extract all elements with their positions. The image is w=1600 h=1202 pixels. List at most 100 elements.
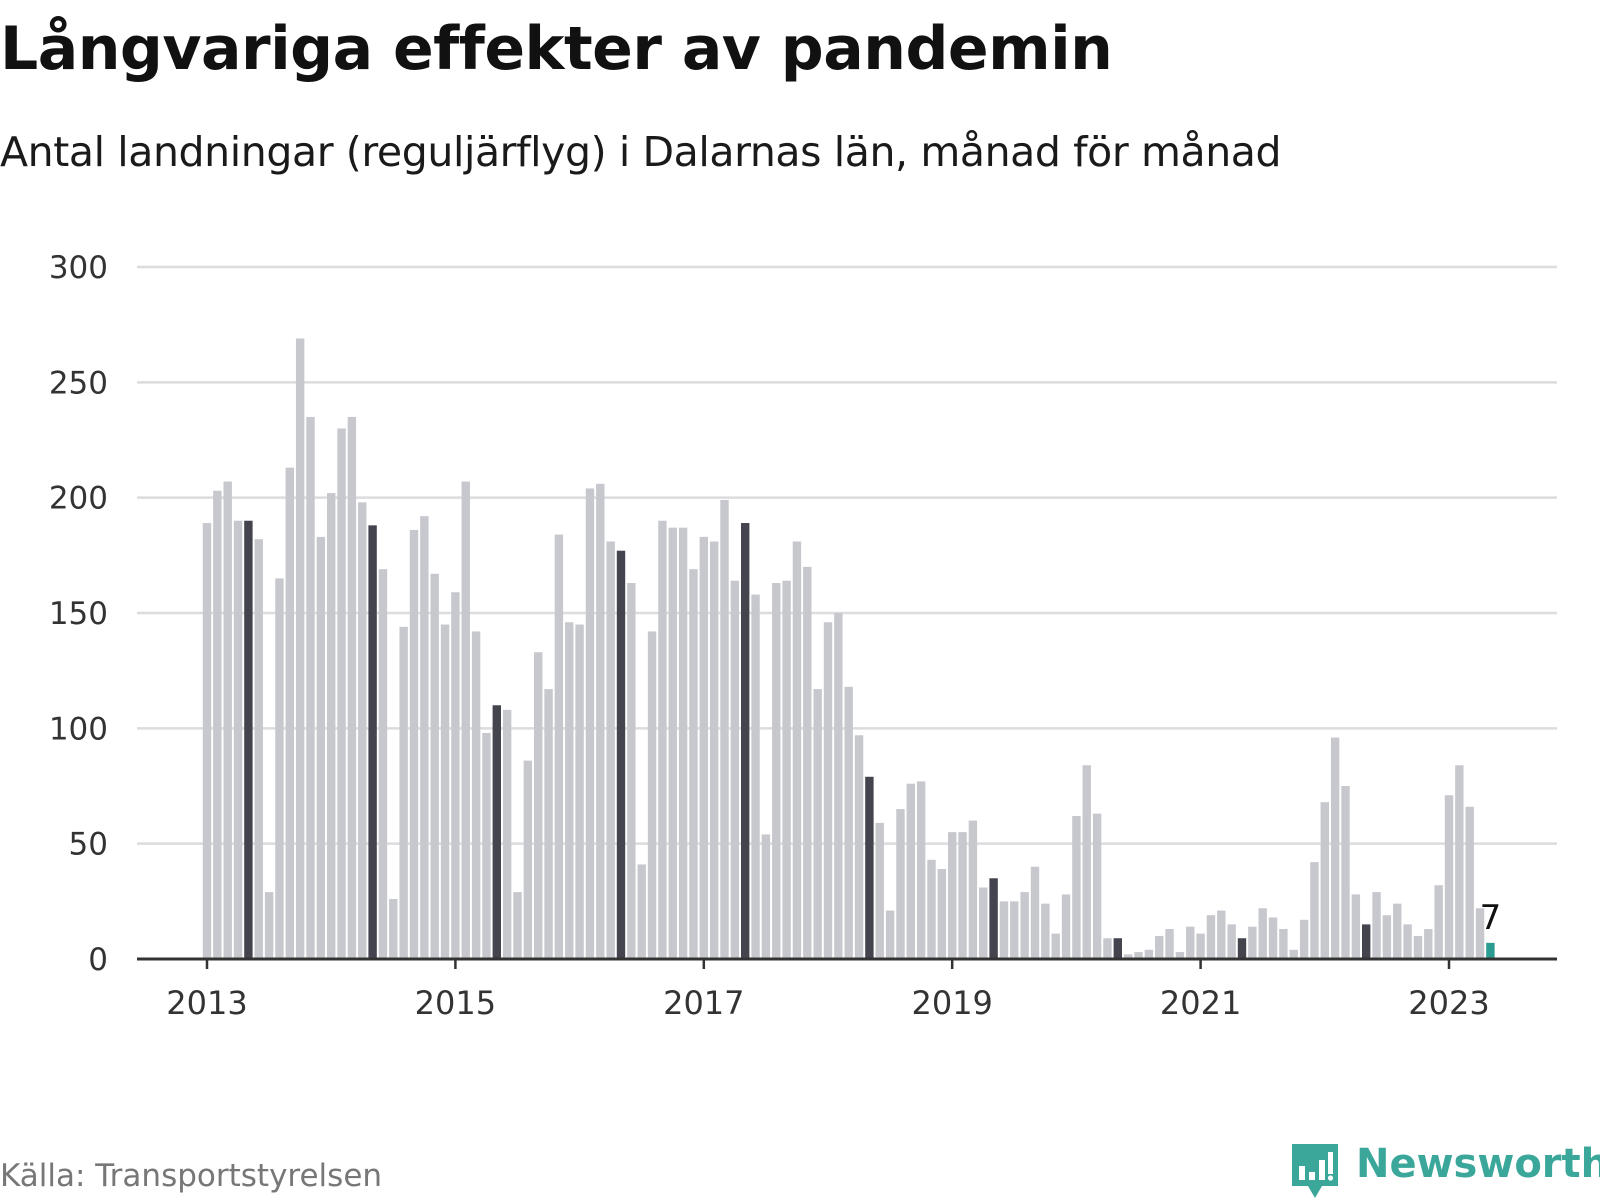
bar — [565, 622, 574, 959]
bar — [792, 541, 802, 959]
bar — [1020, 892, 1029, 959]
bar — [1465, 806, 1474, 959]
bar — [606, 541, 615, 959]
bar — [513, 892, 522, 959]
x-tick-label: 2015 — [415, 984, 496, 1022]
bar — [885, 910, 895, 959]
bar — [461, 481, 470, 959]
bar — [854, 735, 864, 959]
bar — [264, 892, 274, 959]
bar — [1310, 862, 1319, 959]
bar — [327, 493, 336, 959]
bar — [1237, 938, 1247, 959]
bar — [275, 578, 284, 959]
bar — [534, 652, 543, 959]
bar — [1227, 924, 1236, 959]
bar — [979, 887, 988, 959]
bar — [1217, 910, 1226, 959]
bar — [772, 583, 781, 959]
bar — [627, 583, 636, 959]
bar — [409, 529, 419, 959]
bar — [1289, 949, 1298, 959]
bar — [1341, 786, 1350, 959]
bar — [1320, 802, 1329, 959]
bar — [958, 832, 967, 959]
bar — [1061, 894, 1071, 959]
bar — [1268, 917, 1278, 959]
bar — [1030, 866, 1040, 959]
bar — [1279, 929, 1288, 959]
bar — [751, 594, 760, 959]
bar — [906, 783, 915, 959]
bar — [285, 467, 294, 959]
bar — [1155, 935, 1164, 959]
bar — [1299, 919, 1309, 959]
bar — [823, 622, 833, 959]
chart-subtitle: Antal landningar (reguljärflyg) i Dalarn… — [0, 128, 1282, 176]
bar — [865, 776, 874, 959]
bar — [916, 781, 926, 959]
gridlines: 0 50 100 150 200 250 300 — [49, 250, 1557, 978]
bar — [1041, 903, 1050, 959]
bar — [523, 760, 533, 959]
bar — [1144, 949, 1154, 959]
bar — [482, 732, 491, 959]
bar — [1393, 903, 1402, 959]
bar — [1186, 926, 1195, 959]
x-tick-label: 2021 — [1160, 984, 1241, 1022]
bar — [616, 550, 626, 959]
bar — [1258, 908, 1267, 959]
x-axis: 2013 2015 2017 2019 2021 2023 — [137, 957, 1557, 1022]
brand-name: Newsworthy — [1356, 1141, 1600, 1187]
bar — [1010, 901, 1019, 959]
bar — [699, 536, 708, 959]
bar — [316, 536, 326, 959]
bar — [741, 523, 750, 959]
bar — [1248, 926, 1257, 959]
bar — [1486, 942, 1495, 959]
bar — [347, 416, 357, 959]
bar — [213, 490, 222, 959]
bar — [761, 834, 771, 959]
bar — [658, 520, 667, 959]
y-tick-label: 100 — [49, 711, 108, 747]
bar — [689, 569, 698, 959]
bar — [389, 899, 398, 959]
bar — [1330, 737, 1340, 959]
bar — [1113, 938, 1122, 959]
bar — [999, 901, 1009, 959]
bar — [554, 534, 564, 959]
bar — [471, 631, 481, 959]
y-tick-label: 250 — [49, 365, 108, 401]
bar — [1165, 929, 1174, 959]
bar — [358, 502, 367, 959]
bar — [834, 613, 843, 959]
bar — [233, 520, 243, 959]
bar — [1134, 952, 1143, 959]
bar — [1351, 894, 1361, 959]
bar — [585, 488, 595, 959]
bar — [575, 624, 584, 959]
bar — [337, 428, 346, 959]
bar — [782, 580, 791, 959]
y-tick-label: 150 — [49, 596, 108, 632]
bar — [544, 689, 553, 959]
bar — [1444, 795, 1454, 959]
bar — [1434, 885, 1443, 959]
bar — [1103, 938, 1112, 959]
source-note: Källa: Transportstyrelsen — [0, 1158, 383, 1194]
bar — [1196, 933, 1205, 959]
bar — [1413, 935, 1423, 959]
bar — [720, 499, 729, 959]
bar — [948, 832, 957, 959]
bar — [637, 864, 646, 959]
bar — [223, 481, 232, 959]
bar — [399, 626, 408, 959]
bar — [430, 573, 439, 959]
bar — [254, 539, 263, 959]
bar — [1424, 929, 1433, 959]
bar — [730, 580, 740, 959]
bar — [989, 878, 998, 959]
x-tick-label: 2019 — [911, 984, 992, 1022]
